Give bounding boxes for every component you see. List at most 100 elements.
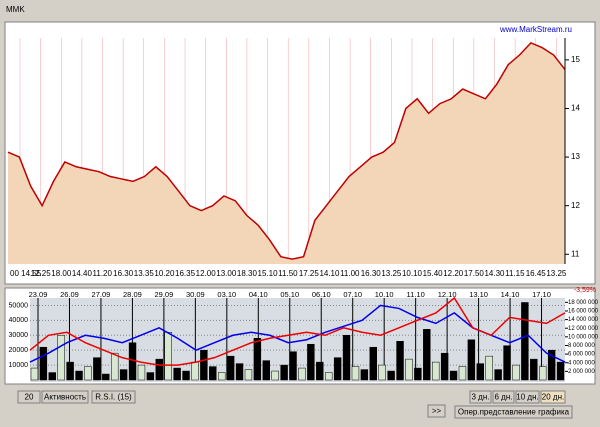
date-label: 30.09 (186, 290, 205, 299)
button-label[interactable]: 20 (25, 393, 34, 402)
x-tick-label: 13.25 (381, 269, 402, 278)
volume-bar (164, 332, 172, 381)
volume-bar (351, 366, 360, 381)
button[interactable] (17, 390, 41, 404)
volume-bar (423, 329, 431, 381)
y2-tick-label: 2 000 000 (568, 369, 595, 375)
volume-bar (84, 366, 92, 381)
volume-bar (467, 339, 476, 381)
x-tick-label: 16.30 (113, 269, 134, 278)
volume-bar (485, 355, 493, 381)
volume-bar (226, 355, 235, 381)
button[interactable] (469, 390, 492, 404)
volume-bar (458, 366, 467, 381)
volume-bar (360, 369, 369, 381)
x-tick-label: 15.40 (423, 269, 444, 278)
x-tick-label: 13.00 (216, 269, 237, 278)
y2-tick-label: 6 000 000 (568, 352, 595, 358)
volume-bar (476, 363, 485, 381)
date-label: 17.10 (532, 290, 551, 299)
volume-bar (146, 372, 155, 381)
volume-bar (39, 346, 48, 381)
x-tick-label: 14.40 (72, 269, 93, 278)
volume-bar (155, 358, 163, 381)
x-tick-label: 11.15 (505, 269, 525, 278)
volume-bar (512, 364, 520, 381)
title-bar (0, 0, 600, 20)
activity-line (29, 296, 566, 366)
x-tick-label: 12.20 (443, 269, 464, 278)
button-label[interactable]: R.S.I. (15) (95, 393, 132, 402)
date-label: 04.10 (249, 290, 268, 299)
volume-bar (369, 346, 378, 381)
x-tick-label: 14.10 (319, 269, 340, 278)
volume-bar (271, 370, 279, 381)
date-label: 11.10 (407, 290, 425, 299)
x-tick-label: 16.45 (526, 269, 547, 278)
volume-bar (209, 366, 217, 381)
volume-bar (378, 364, 386, 381)
button-label[interactable]: 3 дн. (472, 393, 490, 402)
date-label: 14.10 (501, 290, 520, 299)
volume-bar (30, 367, 39, 381)
volume-bar (66, 361, 74, 381)
button[interactable] (515, 390, 540, 404)
date-label: 13.10 (469, 290, 488, 299)
button[interactable] (41, 390, 89, 404)
volume-bar (173, 367, 181, 381)
x-tick-label: 11.00 (340, 269, 360, 278)
y2-tick-label: 12 000 000 (568, 326, 599, 332)
button-label[interactable]: Активность (44, 393, 86, 402)
x-tick-label: 17.25 (299, 269, 320, 278)
volume-bar (298, 367, 306, 381)
volume-bar (325, 372, 333, 381)
date-label: 26.09 (60, 290, 79, 299)
y-tick-label: 11 (571, 249, 580, 258)
button-label[interactable]: Опер.представление графика (458, 408, 570, 417)
volume-bar (119, 369, 128, 381)
change-label: -3,59% (574, 287, 596, 294)
volume-bar (503, 345, 511, 381)
y2-tick-label: 4 000 000 (568, 360, 595, 366)
button-label[interactable]: >> (432, 407, 442, 416)
button[interactable] (454, 405, 573, 419)
volume-bar (342, 335, 351, 381)
date-label: 23.09 (29, 290, 48, 299)
x-tick-label: 11.50 (278, 269, 298, 278)
button[interactable] (492, 390, 515, 404)
y-tick-label: 30000 (9, 332, 29, 339)
x-tick-label: 14.30 (484, 269, 505, 278)
volume-bar (307, 343, 315, 381)
date-label: 10.10 (375, 290, 394, 299)
volume-bar (191, 361, 199, 381)
volume-bar (539, 366, 547, 381)
volume-bar (93, 357, 101, 381)
volume-bar (235, 363, 244, 381)
volume-bar (111, 352, 119, 381)
button-label[interactable]: 10 дн. (516, 393, 538, 402)
site-link[interactable]: www.MarkStream.ru (499, 25, 572, 34)
x-tick-label: 18.30 (237, 269, 258, 278)
button[interactable] (540, 390, 566, 404)
x-tick-label: 17.50 (464, 269, 485, 278)
volume-bar (182, 370, 190, 381)
volume-bar (253, 338, 262, 381)
volume-bar (262, 360, 271, 381)
button-label[interactable]: 20 дн. (542, 393, 564, 402)
button[interactable] (427, 404, 446, 418)
y2-tick-label: 16 000 000 (568, 309, 599, 315)
y-tick-label: 20000 (9, 347, 29, 354)
x-tick-label: 15.10 (258, 269, 279, 278)
volume-bar (387, 370, 395, 381)
volume-bar (102, 373, 110, 381)
date-label: 28.09 (123, 290, 142, 299)
button-label[interactable]: 6 дн. (495, 393, 513, 402)
volume-bar (75, 370, 83, 381)
button[interactable] (91, 390, 136, 404)
y-tick-label: 10000 (9, 362, 29, 369)
date-label: 03.10 (217, 290, 236, 299)
x-tick-label: 12.00 (196, 269, 217, 278)
volume-bar (556, 361, 565, 381)
volume-bar (137, 364, 146, 381)
